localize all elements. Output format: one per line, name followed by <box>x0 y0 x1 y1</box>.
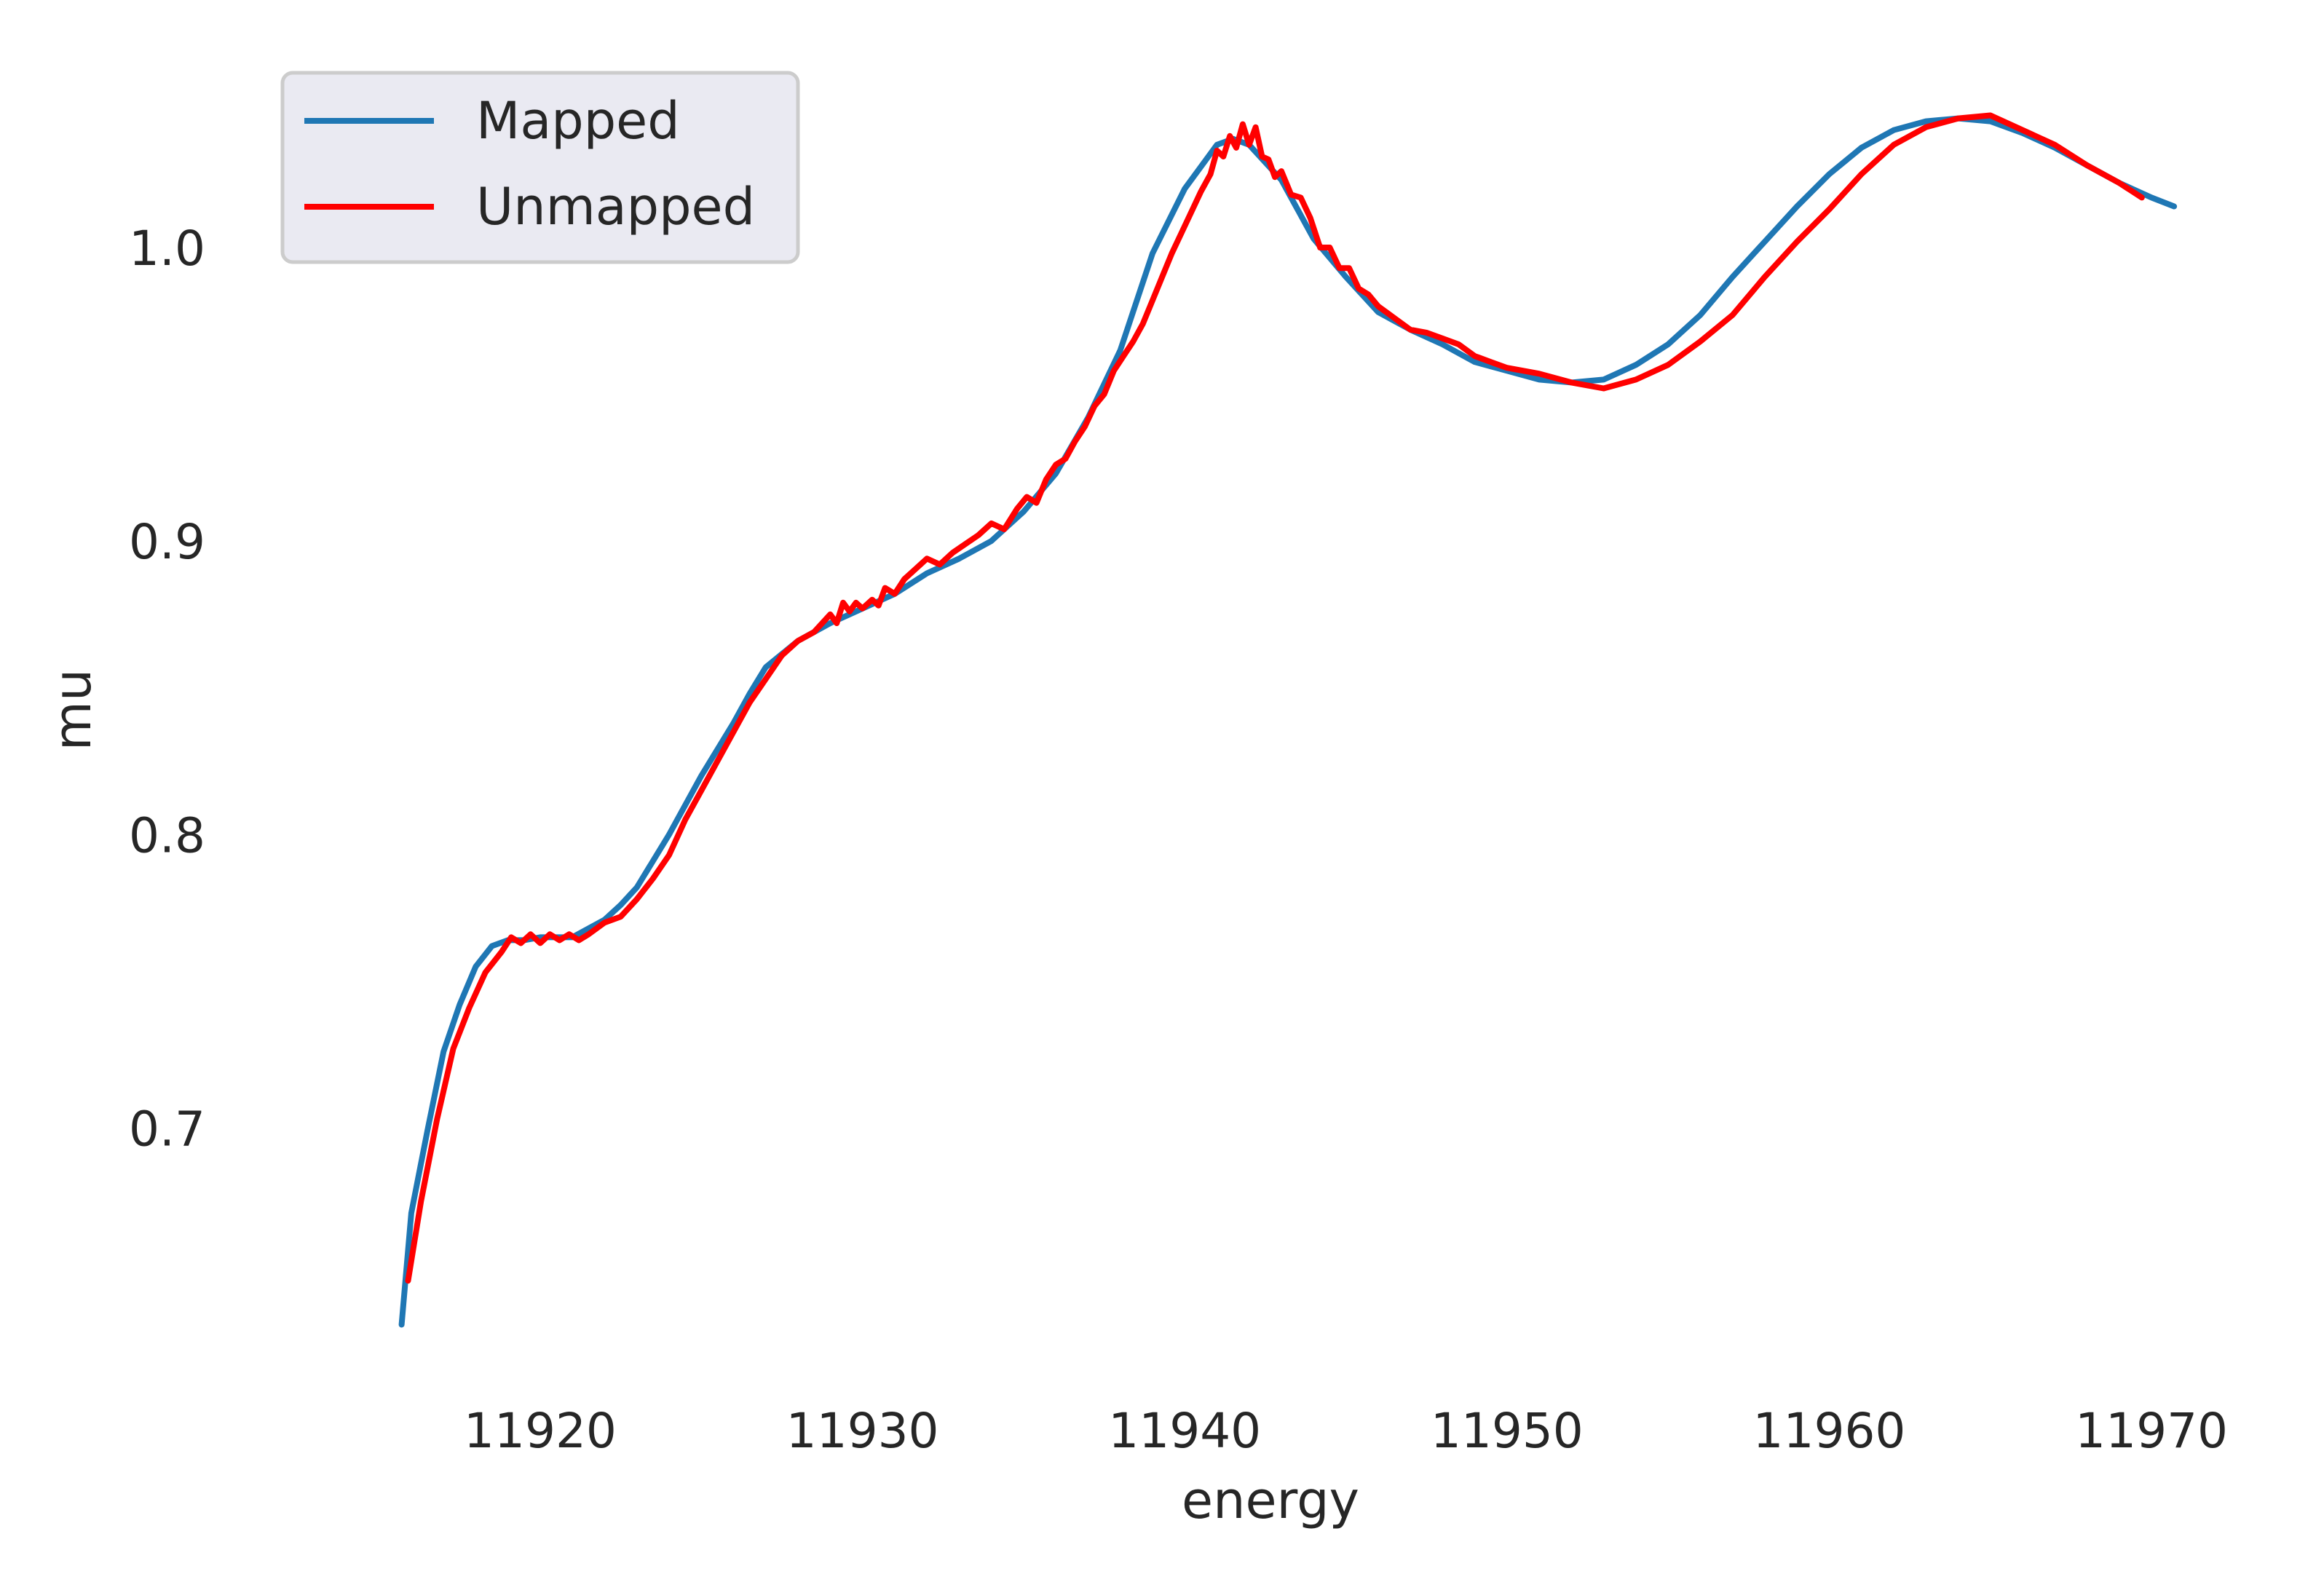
x-tick-label: 11970 <box>2075 1403 2228 1459</box>
x-tick-label: 11940 <box>1108 1403 1261 1459</box>
y-tick-label: 1.0 <box>129 221 205 277</box>
y-axis-ticks: 0.7 0.8 0.9 1.0 <box>129 221 205 1157</box>
legend-label-mapped: Mapped <box>476 91 680 151</box>
x-tick-label: 11960 <box>1752 1403 1905 1459</box>
y-axis-label: mu <box>43 669 103 751</box>
x-tick-label: 11930 <box>786 1403 939 1459</box>
x-tick-label: 11950 <box>1431 1403 1584 1459</box>
y-tick-label: 0.9 <box>129 514 205 570</box>
x-axis-ticks: 11920 11930 11940 11950 11960 11970 <box>464 1403 2228 1459</box>
series-line-unmapped <box>405 112 2145 1284</box>
legend: Mapped Unmapped <box>280 71 800 264</box>
y-tick-label: 0.7 <box>129 1101 205 1157</box>
x-axis-label: energy <box>1182 1471 1359 1530</box>
series-line-mapped <box>398 115 2178 1328</box>
y-tick-label: 0.8 <box>129 807 205 863</box>
series-layer <box>398 112 2178 1328</box>
legend-label-unmapped: Unmapped <box>476 177 755 237</box>
x-tick-label: 11920 <box>464 1403 617 1459</box>
